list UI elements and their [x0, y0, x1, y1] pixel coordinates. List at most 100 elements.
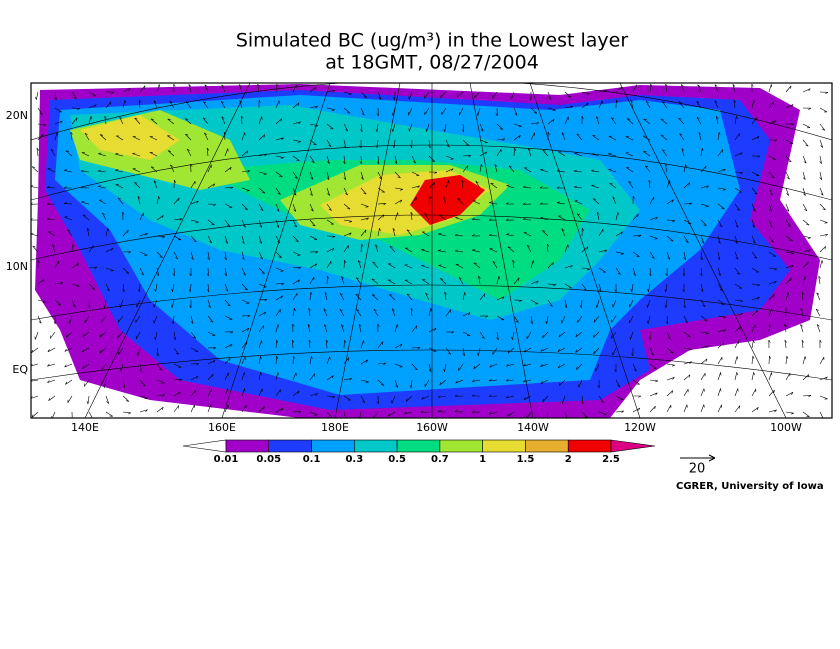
wind-arrow — [139, 85, 146, 93]
wind-arrow — [626, 118, 634, 125]
wind-arrow — [479, 293, 486, 301]
wind-arrow — [496, 123, 504, 130]
wind-arrow — [323, 308, 328, 317]
wind-arrow — [138, 283, 141, 293]
wind-arrow — [189, 267, 192, 277]
wind-arrow — [64, 347, 73, 352]
wind-arrow — [343, 155, 346, 165]
wind-arrow — [680, 84, 685, 93]
wind-arrow — [632, 234, 642, 238]
wind-arrow — [105, 411, 113, 417]
wind-arrow — [377, 187, 385, 193]
wind-arrow — [411, 171, 420, 176]
wind-arrow — [220, 100, 226, 109]
wind-arrow — [190, 315, 194, 324]
wind-arrow — [118, 347, 124, 355]
wind-arrow — [476, 107, 481, 116]
wind-arrow — [258, 311, 267, 317]
wind-arrow — [683, 182, 691, 189]
wind-arrow — [202, 117, 209, 125]
wind-arrow — [524, 167, 532, 173]
wind-arrow — [190, 331, 197, 339]
wind-arrow — [71, 283, 80, 288]
wind-arrow — [190, 389, 197, 397]
wind-arrow — [80, 169, 90, 173]
colorbar-end — [182, 439, 227, 453]
wind-arrow — [224, 251, 227, 261]
wind-arrow — [819, 246, 826, 253]
wind-arrow — [139, 267, 145, 276]
wind-arrow — [326, 395, 336, 399]
colorbar-label: 0.5 — [388, 454, 406, 465]
wind-arrow — [37, 278, 45, 285]
wind-arrow — [539, 186, 549, 189]
wind-arrow — [377, 91, 382, 100]
wind-arrow — [115, 153, 124, 157]
wind-arrow — [593, 347, 600, 355]
wind-arrow — [717, 251, 721, 261]
title-line: at 18GMT, 08/27/2004 — [325, 52, 539, 74]
wind-arrow — [819, 155, 822, 164]
wind-arrow — [786, 123, 795, 126]
wind-arrow — [377, 341, 384, 349]
wind-arrow — [275, 118, 283, 125]
wind-arrow — [643, 118, 651, 125]
wind-arrow — [696, 116, 702, 125]
wind-arrow — [612, 347, 617, 356]
wind-arrow — [50, 148, 56, 157]
wind-arrow — [513, 135, 521, 141]
wind-arrow — [660, 134, 668, 141]
wind-arrow — [258, 203, 264, 212]
wind-arrow — [82, 331, 90, 338]
wind-vectors — [31, 83, 829, 418]
wind-arrow — [496, 148, 502, 157]
wind-arrow — [64, 216, 73, 221]
wind-arrow — [445, 139, 450, 148]
wind-arrow — [437, 410, 447, 413]
wind-arrow — [172, 267, 175, 277]
wind-arrow — [275, 100, 280, 109]
wind-arrow — [598, 411, 607, 416]
wind-arrow — [819, 123, 826, 131]
wind-arrow — [633, 395, 642, 398]
wind-arrow — [356, 309, 362, 317]
lon-label: 160W — [416, 421, 448, 434]
wind-arrow — [496, 315, 505, 321]
wind-arrow — [241, 267, 246, 276]
wind-arrow — [629, 315, 634, 324]
wind-arrow — [664, 283, 668, 293]
wind-arrow — [477, 347, 481, 356]
wind-arrow — [630, 283, 634, 293]
wind-arrow — [683, 251, 686, 260]
wind-arrow — [167, 150, 175, 157]
wind-arrow — [241, 372, 246, 381]
wind-arrow — [224, 267, 227, 276]
wind-arrow — [392, 228, 396, 237]
wind-arrow — [292, 307, 296, 317]
wind-arrow — [734, 235, 738, 244]
wind-arrow — [802, 88, 811, 93]
wind-arrow — [63, 202, 73, 205]
wind-arrow — [645, 100, 651, 109]
wind-arrow — [410, 211, 413, 221]
wind-arrow — [800, 324, 804, 333]
wind-arrow — [768, 389, 775, 397]
wind-arrow — [154, 283, 158, 293]
wind-arrow — [527, 148, 532, 157]
colorbar-label: 0.3 — [345, 454, 363, 465]
wind-arrow — [540, 379, 549, 384]
wind-arrow — [445, 331, 455, 334]
wind-arrow — [683, 389, 689, 397]
wind-arrow — [275, 309, 281, 317]
wind-arrow — [496, 276, 500, 285]
wind-arrow — [156, 84, 161, 93]
wind-arrow — [615, 379, 621, 388]
wind-arrow — [462, 165, 469, 173]
wind-arrow — [785, 391, 794, 397]
wind-arrow — [564, 105, 574, 109]
wind-arrow — [309, 291, 313, 301]
wind-arrow — [598, 228, 604, 237]
wind-arrow — [424, 91, 430, 99]
wind-arrow — [628, 181, 634, 189]
wind-arrow — [768, 280, 777, 285]
